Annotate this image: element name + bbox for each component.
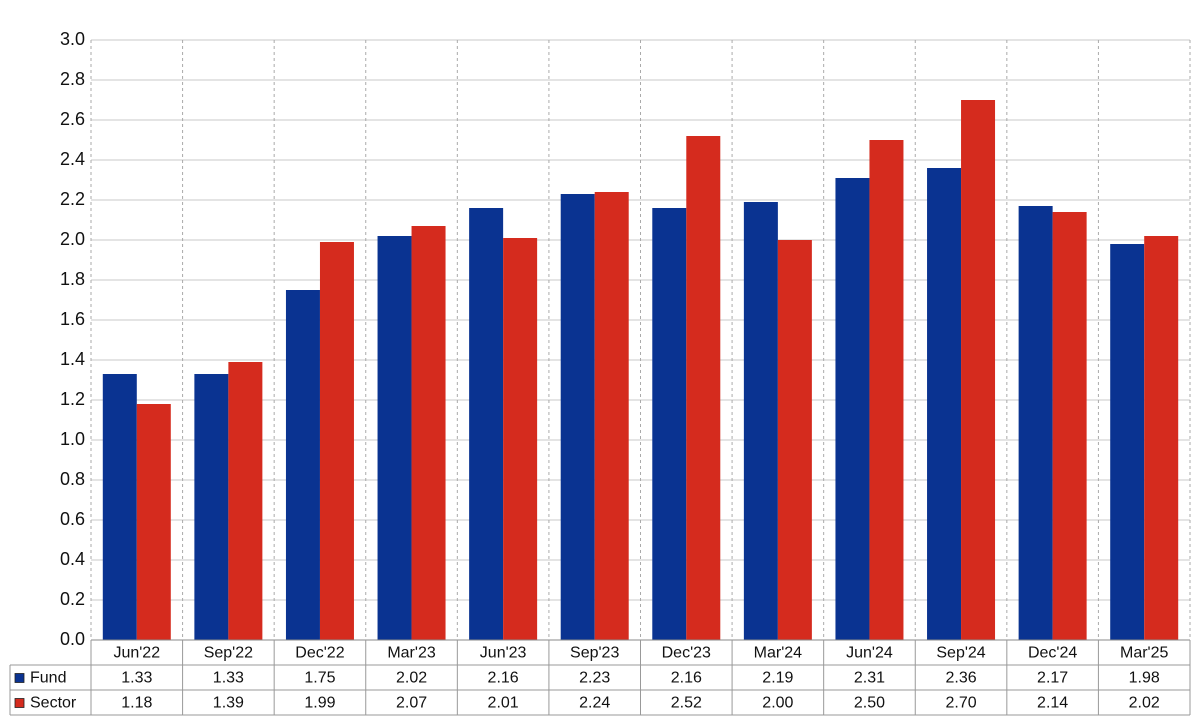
- bar: [503, 238, 538, 640]
- y-tick-label: 1.6: [60, 309, 85, 329]
- table-value: 2.16: [488, 670, 519, 687]
- x-tick-label: Sep'24: [936, 645, 985, 662]
- y-tick-label: 1.8: [60, 269, 85, 289]
- y-tick-label: 2.4: [60, 149, 85, 169]
- bar: [319, 242, 354, 640]
- table-value: 2.07: [396, 695, 427, 712]
- y-tick-label: 0.6: [60, 509, 85, 529]
- bar: [1144, 236, 1179, 640]
- bar: [411, 226, 446, 640]
- table-value: 2.31: [854, 670, 885, 687]
- bar: [377, 236, 412, 640]
- table-value: 2.36: [945, 670, 976, 687]
- bar: [560, 194, 595, 640]
- table-value: 2.14: [1037, 695, 1068, 712]
- bar: [285, 290, 320, 640]
- x-tick-label: Sep'23: [570, 645, 619, 662]
- y-tick-label: 0.2: [60, 589, 85, 609]
- bar: [652, 208, 687, 640]
- y-tick-label: 3.0: [60, 29, 85, 49]
- x-tick-label: Dec'24: [1028, 645, 1077, 662]
- table-value: 2.52: [671, 695, 702, 712]
- x-tick-label: Dec'23: [662, 645, 711, 662]
- table-value: 2.23: [579, 670, 610, 687]
- table-value: 1.99: [304, 695, 335, 712]
- x-tick-label: Sep'22: [204, 645, 253, 662]
- y-tick-label: 0.8: [60, 469, 85, 489]
- bar: [594, 192, 629, 640]
- table-value: 1.39: [213, 695, 244, 712]
- table-value: 1.33: [213, 670, 244, 687]
- bar: [743, 202, 778, 640]
- bar: [777, 240, 812, 640]
- y-tick-label: 2.0: [60, 229, 85, 249]
- bar: [136, 404, 171, 640]
- table-value: 2.01: [488, 695, 519, 712]
- x-tick-label: Jun'24: [846, 645, 893, 662]
- legend-swatch: [14, 698, 25, 708]
- legend-label: Fund: [30, 670, 66, 687]
- legend-swatch: [14, 673, 25, 683]
- y-tick-label: 2.8: [60, 69, 85, 89]
- bar: [194, 374, 229, 640]
- x-tick-label: Jun'23: [480, 645, 527, 662]
- bar: [228, 362, 263, 640]
- y-tick-label: 1.0: [60, 429, 85, 449]
- y-tick-label: 0.4: [60, 549, 85, 569]
- table-value: 2.00: [762, 695, 793, 712]
- x-tick-label: Dec'22: [295, 645, 344, 662]
- table-value: 1.98: [1129, 670, 1160, 687]
- bar: [1052, 212, 1087, 640]
- y-tick-label: 1.2: [60, 389, 85, 409]
- table-value: 2.17: [1037, 670, 1068, 687]
- y-tick-label: 2.2: [60, 189, 85, 209]
- x-tick-label: Jun'22: [113, 645, 160, 662]
- table-value: 1.75: [304, 670, 335, 687]
- bar: [869, 140, 904, 640]
- x-tick-label: Mar'23: [387, 645, 436, 662]
- table-value: 1.18: [121, 695, 152, 712]
- bar: [961, 100, 996, 640]
- bar: [686, 136, 721, 640]
- table-value: 1.33: [121, 670, 152, 687]
- bar: [1110, 244, 1145, 640]
- table-value: 2.70: [945, 695, 976, 712]
- y-tick-label: 2.6: [60, 109, 85, 129]
- table-value: 2.16: [671, 670, 702, 687]
- table-value: 2.19: [762, 670, 793, 687]
- x-tick-label: Mar'24: [754, 645, 803, 662]
- table-value: 2.24: [579, 695, 610, 712]
- x-tick-label: Mar'25: [1120, 645, 1169, 662]
- bar: [469, 208, 504, 640]
- y-tick-label: 0.0: [60, 629, 85, 649]
- table-value: 2.02: [1129, 695, 1160, 712]
- legend-label: Sector: [30, 695, 77, 712]
- bar: [927, 168, 962, 640]
- bar: [102, 374, 137, 640]
- bar: [1018, 206, 1053, 640]
- y-tick-label: 1.4: [60, 349, 85, 369]
- table-value: 2.50: [854, 695, 885, 712]
- table-value: 2.02: [396, 670, 427, 687]
- bar: [835, 178, 870, 640]
